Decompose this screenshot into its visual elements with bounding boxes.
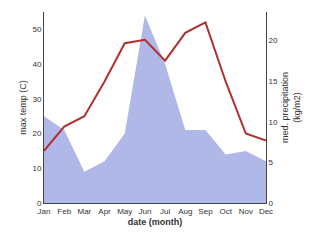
- svg-text:20: 20: [269, 36, 278, 45]
- svg-text:Jan: Jan: [38, 207, 51, 216]
- svg-text:Jun: Jun: [138, 207, 151, 216]
- svg-text:50: 50: [32, 25, 41, 34]
- svg-text:Aug: Aug: [178, 207, 192, 216]
- svg-text:0: 0: [37, 199, 42, 208]
- svg-text:Oct: Oct: [219, 207, 232, 216]
- svg-text:May: May: [117, 207, 132, 216]
- svg-text:15: 15: [269, 77, 278, 86]
- svg-text:med. precipitation(kg/m2): med. precipitation(kg/m2): [280, 72, 302, 143]
- svg-text:Feb: Feb: [57, 207, 71, 216]
- svg-text:Apr: Apr: [98, 207, 111, 216]
- svg-text:Mar: Mar: [77, 207, 91, 216]
- svg-text:Dec: Dec: [259, 207, 273, 216]
- svg-text:0: 0: [269, 199, 274, 208]
- svg-text:max temp (C): max temp (C): [18, 80, 28, 135]
- svg-text:Sep: Sep: [198, 207, 213, 216]
- svg-text:10: 10: [32, 164, 41, 173]
- svg-text:20: 20: [32, 129, 41, 138]
- svg-text:30: 30: [32, 95, 41, 104]
- svg-text:Jul: Jul: [160, 207, 170, 216]
- svg-text:5: 5: [269, 158, 274, 167]
- svg-text:10: 10: [269, 118, 278, 127]
- svg-text:Nov: Nov: [239, 207, 253, 216]
- svg-text:40: 40: [32, 60, 41, 69]
- svg-text:date (month): date (month): [128, 217, 183, 227]
